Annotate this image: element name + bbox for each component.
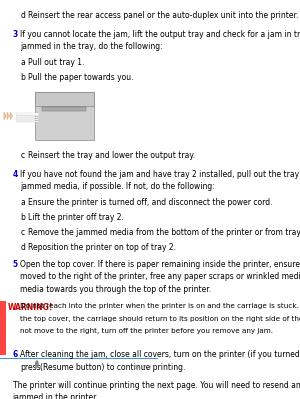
Bar <box>16 113 39 115</box>
Text: Lift the printer off tray 2.: Lift the printer off tray 2. <box>28 213 124 222</box>
Bar <box>0 301 6 355</box>
Text: 5: 5 <box>13 260 18 269</box>
Text: a: a <box>20 58 25 67</box>
Bar <box>16 120 39 122</box>
Text: d: d <box>20 11 25 20</box>
Text: 6: 6 <box>13 350 18 359</box>
Text: jammed in the tray, do the following:: jammed in the tray, do the following: <box>20 42 163 51</box>
Bar <box>16 115 39 117</box>
Text: Ensure the printer is turned off, and disconnect the power cord.: Ensure the printer is turned off, and di… <box>28 198 273 207</box>
Text: jammed media, if possible. If not, do the following:: jammed media, if possible. If not, do th… <box>20 182 215 191</box>
Bar <box>42 107 86 111</box>
Polygon shape <box>4 112 6 120</box>
Text: ENWW: ENWW <box>134 365 152 370</box>
Text: b: b <box>20 73 25 82</box>
Text: Reinsert the tray and lower the output tray.: Reinsert the tray and lower the output t… <box>28 151 195 160</box>
Text: 4: 4 <box>13 170 18 179</box>
Text: jammed in the printer.: jammed in the printer. <box>13 393 99 399</box>
Bar <box>16 119 39 120</box>
Text: WARNING!: WARNING! <box>8 303 53 312</box>
Text: Open the top cover. If there is paper remaining inside the printer, ensure the c: Open the top cover. If there is paper re… <box>20 260 300 269</box>
Circle shape <box>36 361 38 367</box>
Text: If you have not found the jam and have tray 2 installed, pull out the tray and r: If you have not found the jam and have t… <box>20 170 300 179</box>
Polygon shape <box>7 112 9 120</box>
Text: 3: 3 <box>13 30 18 39</box>
Bar <box>34 91 94 140</box>
Text: After cleaning the jam, close all covers, turn on the printer (if you turned it : After cleaning the jam, close all covers… <box>20 350 300 359</box>
Text: a: a <box>20 198 25 207</box>
Text: Pull the paper towards you.: Pull the paper towards you. <box>28 73 134 82</box>
Text: Pull out tray 1.: Pull out tray 1. <box>28 58 85 67</box>
Text: d: d <box>20 243 25 252</box>
Polygon shape <box>10 112 13 120</box>
Text: Reposition the printer on top of tray 2.: Reposition the printer on top of tray 2. <box>28 243 176 252</box>
Text: If you cannot locate the jam, lift the output tray and check for a jam in tray 1: If you cannot locate the jam, lift the o… <box>20 30 300 39</box>
Text: media towards you through the top of the printer.: media towards you through the top of the… <box>20 285 212 294</box>
Text: (Resume button) to continue printing.: (Resume button) to continue printing. <box>40 363 185 371</box>
Text: Remove the jammed media from the bottom of the printer or from tray 2.: Remove the jammed media from the bottom … <box>28 228 300 237</box>
Text: the top cover, the carriage should return to its position on the right side of t: the top cover, the carriage should retur… <box>20 316 300 322</box>
Text: Do not reach into the printer when the printer is on and the carriage is stuck. : Do not reach into the printer when the p… <box>20 303 300 309</box>
Text: Reinsert the rear access panel or the auto-duplex unit into the printer.: Reinsert the rear access panel or the au… <box>28 11 298 20</box>
Text: press: press <box>20 363 41 371</box>
Text: The printer will continue printing the next page. You will need to resend any pa: The printer will continue printing the n… <box>13 381 300 390</box>
Text: moved to the right of the printer, free any paper scraps or wrinkled media and p: moved to the right of the printer, free … <box>20 273 300 281</box>
Bar <box>16 117 39 118</box>
Text: not move to the right, turn off the printer before you remove any jam.: not move to the right, turn off the prin… <box>20 328 273 334</box>
Bar <box>34 91 94 106</box>
Text: b: b <box>20 213 25 222</box>
Text: c: c <box>20 228 25 237</box>
Text: c: c <box>20 151 25 160</box>
